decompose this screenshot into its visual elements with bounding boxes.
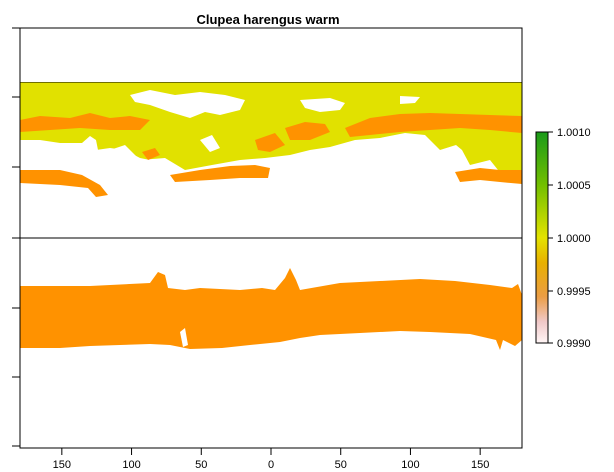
legend-label-mid: 1.0000 (557, 233, 591, 245)
legend-label-upper: 1.0005 (557, 180, 591, 192)
northern-suitability-band (20, 82, 522, 178)
northern-orange-edge (20, 113, 522, 197)
x-tick-label: 100 (122, 459, 140, 471)
y-axis-ticks (12, 27, 20, 447)
x-tick-label: 150 (53, 459, 71, 471)
x-tick-label: 150 (471, 459, 489, 471)
legend-label-bottom: 0.9990 (557, 338, 591, 350)
x-tick-label: 50 (335, 459, 347, 471)
chart-title: Clupea harengus warm (196, 12, 339, 27)
x-tick-label: 50 (195, 459, 207, 471)
legend-label-top: 1.0010 (557, 127, 591, 139)
x-axis-ticks: 150 100 50 0 50 100 150 (53, 448, 489, 471)
x-tick-label: 100 (401, 459, 419, 471)
southern-suitability-band (20, 268, 522, 350)
legend-label-lower: 0.9995 (557, 286, 591, 298)
x-tick-label: 0 (268, 459, 274, 471)
legend-colorbar: 1.0010 1.0005 1.0000 0.9995 0.9990 (535, 127, 591, 350)
northern-extent-frame (20, 82, 522, 83)
